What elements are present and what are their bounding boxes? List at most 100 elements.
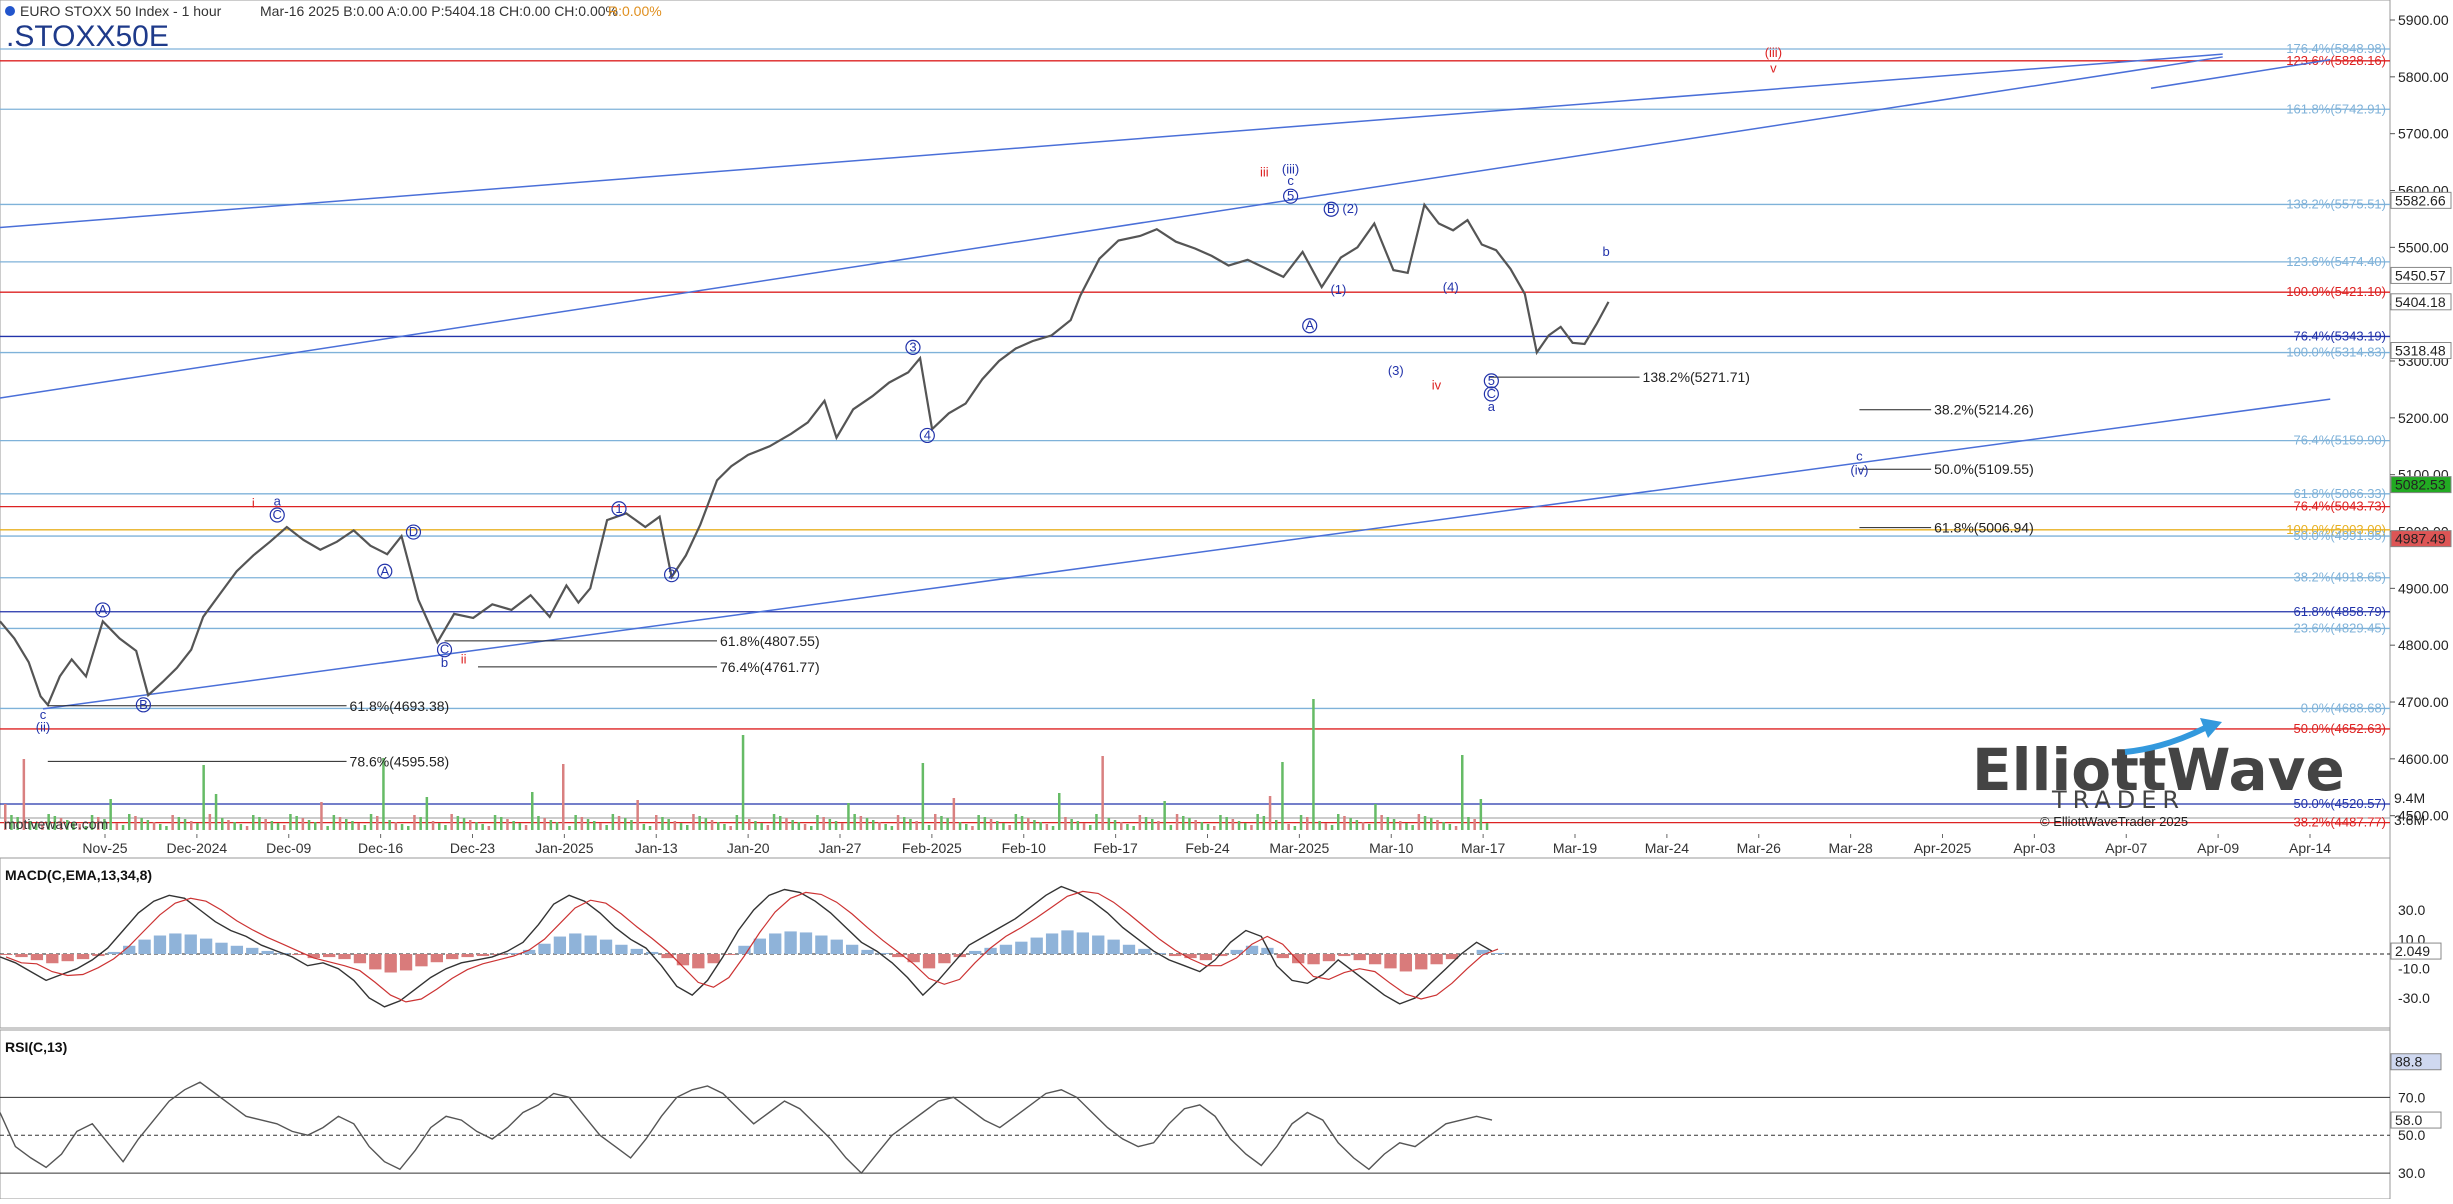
volume-bar [965,824,968,830]
volume-bar [1423,816,1427,830]
volume-bar [1467,817,1470,830]
volume-bar [1151,819,1154,830]
volume-bar [1399,821,1402,830]
volume-bar [1163,801,1166,830]
volume-bar [165,826,168,830]
macd-hist-bar [415,954,428,967]
wave-label: D [409,524,418,539]
fib-label: 50.0%(4520.57) [2293,796,2386,811]
volume-bar [723,824,726,830]
ticker-symbol: .STOXX50E [6,20,169,53]
volume-bar [326,826,329,830]
volume-bar [1250,825,1253,830]
volume-bar [493,815,497,830]
volume-bar [1076,821,1080,830]
macd-hist-bar [738,945,751,954]
macd-hist-bar [999,944,1013,954]
volume-bar [407,826,410,830]
projection-label: 61.8%(4693.38) [350,698,450,714]
volume-bar [1361,822,1365,830]
volume-bar [1194,820,1197,830]
wave-label: 5 [1287,188,1294,203]
volume-bar [785,818,788,830]
macd-hist-bar [845,944,859,954]
wave-circle-icon [377,563,393,579]
volume-bar [1386,817,1390,830]
price-marker-label: 4987.49 [2395,531,2446,547]
volume-bar [382,758,385,830]
wave-label: c [1856,448,1863,463]
macd-hist-bar [1307,954,1320,965]
wave-label: A [98,602,107,617]
macd-hist-bar [938,954,951,964]
volume-bar [369,814,373,830]
volume-bar [512,821,515,830]
fib-label: 38.2%(4918.65) [2293,570,2386,585]
wave-circle-icon [436,642,453,658]
volume-bar [1306,817,1309,830]
volume-bar [617,816,621,830]
volume-bar [506,819,509,830]
volume-bar [1268,796,1272,830]
volume-bar [1045,824,1049,830]
volume-bar [586,819,590,830]
volume-bar [1058,793,1061,830]
logo-swoosh-icon [2124,725,2207,755]
macd-hist-bar [1384,954,1397,969]
volume-bar [469,820,472,830]
macd-hist-bar [1184,954,1197,959]
macd-hist-bar [1122,944,1136,954]
volume-bar [4,804,7,830]
wave-label: C [1487,386,1496,401]
macd-hist-bar [1092,935,1105,954]
volume-bar [301,818,305,830]
x-tick-label: Dec-16 [358,840,403,856]
macd-hist-bar [969,950,982,954]
price-marker-box [2390,266,2452,284]
volume-bar [388,820,391,830]
volume-bar [1033,820,1036,830]
volume-bar [816,815,819,830]
volume-bar [555,822,559,830]
volume-bar [692,814,695,830]
volume-bar [896,815,900,830]
volume-bar [841,823,844,830]
volume-bar [1256,814,1259,830]
fib-label: 50.0%(4652.63) [2293,721,2386,736]
projection-label: 76.4%(4761.77) [720,659,820,675]
volume-bar [109,799,112,830]
wave-label: b [441,655,448,670]
fib-label: 138.2%(5575.51) [2286,196,2386,211]
volume-bar [314,822,317,830]
x-tick-label: Apr-2025 [1914,840,1972,856]
y-tick-label: 4600.00 [2398,751,2449,767]
volume-bar [264,819,267,830]
x-tick-label: Feb-10 [1002,840,1047,856]
volume-bar [400,824,404,830]
volume-bar [655,815,658,830]
macd-hist-bar [922,954,936,969]
volume-bar [927,825,931,830]
volume-bar [1039,822,1042,830]
macd-hist-bar [123,945,136,954]
y-tick-label: 5200.00 [2398,410,2449,426]
macd-hist-bar [784,931,797,954]
volume-bar [103,819,106,830]
volume-bar [828,819,832,830]
fib-label: 50.0%(4991.95) [2293,528,2386,543]
volume-bar [803,824,807,830]
macd-hist-bar [599,939,613,954]
macd-hist-bar [907,954,920,963]
volume-bar [1070,819,1073,830]
fib-label: 100.0%(5003.00) [2286,522,2386,537]
volume-bar [946,818,949,830]
macd-hist-bar [215,942,228,954]
y-tick-label: 4800.00 [2398,637,2449,653]
volume-bars [4,699,1489,830]
volume-bar [878,822,881,830]
x-tick-label: Mar-24 [1645,840,1690,856]
wave-circle-icon [611,501,627,517]
volume-bar [1287,824,1290,830]
volume-bar [97,817,100,830]
volume-bar [171,815,174,830]
